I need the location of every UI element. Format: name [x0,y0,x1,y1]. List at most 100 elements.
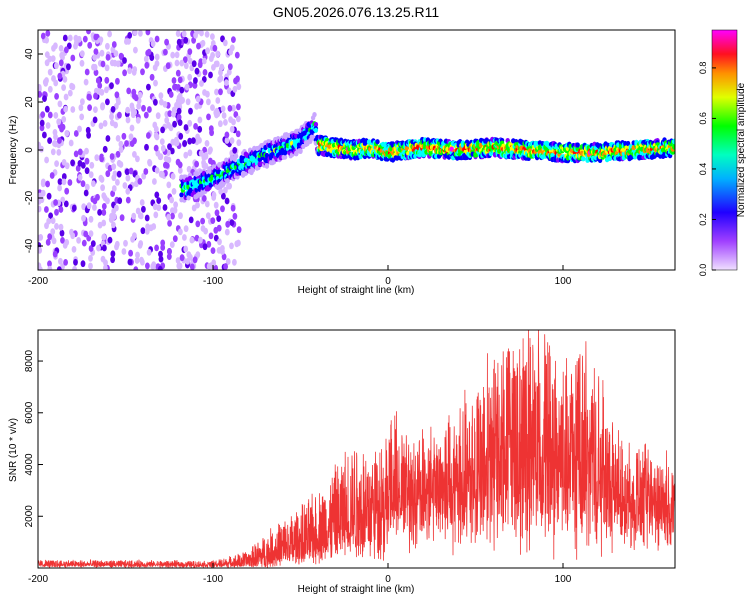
spectrogram-cell [93,33,99,41]
spectrogram-cell [194,103,200,110]
spectrogram-cell [80,98,85,106]
spectrogram-cell [111,163,117,171]
spectrogram-cell [44,222,49,230]
spectrogram-cell [63,93,69,101]
spectrogram-cell [130,235,136,243]
spectrogram-cell [98,122,104,130]
spectrogram-cell [38,246,43,254]
spectrogram-cell [114,240,120,248]
spectrogram-cell [160,239,166,247]
spectrogram-cell [153,132,159,140]
spectrogram-cell [89,161,95,169]
spectrogram-cell [86,202,92,210]
spectrogram-cell [154,191,160,199]
spectrogram-cell [214,209,220,217]
spectrogram-cell [67,179,73,186]
spectrogram-cell [57,100,63,108]
spectrogram-cell [149,54,155,61]
spectrogram-cell [83,189,89,197]
spectrogram-cell [221,253,227,261]
spectrogram-cell [58,223,64,231]
spectrogram-cell [206,98,211,106]
spectrogram-cell [200,39,206,47]
spectrogram-cell [225,258,231,265]
spectrogram-cell [227,105,233,112]
spectrogram-cell [88,262,93,270]
spectrogram-cell [294,151,299,157]
spectrogram-cell [118,52,124,60]
spectrogram-cell [96,244,101,252]
spectrogram-cell [44,77,49,84]
spectrogram-cell [191,36,197,44]
spectrogram-cell [236,103,241,111]
spectrogram-cell [45,180,50,188]
spectrogram-cell [81,203,87,211]
spectrogram-cell [70,232,76,240]
spectrogram-cell [203,227,209,235]
spectrogram-cell [236,139,242,147]
spectrogram-marks [38,30,675,270]
spectrogram-cell [122,69,127,77]
spectrogram-cell [187,73,193,81]
spectrogram-cell [169,147,175,155]
spectrogram-cell [214,107,220,115]
snr-xtick-label: 100 [555,574,572,585]
colorbar-label: Normalized spectral amplitude [736,82,747,217]
spectrogram-cell [178,132,184,140]
spectrogram-cell [225,178,230,184]
snr-ylabel: SNR (10 * v/v) [8,418,19,482]
spectrogram-cell [52,140,57,147]
spectrogram-cell [70,54,76,62]
spectrogram-cell [54,62,59,70]
spectrogram-cell [77,174,83,181]
spectrogram-cell [200,217,206,225]
spectrogram-cell [224,137,230,144]
snr-y-axis: 2000 4000 6000 8000 [24,349,43,527]
spectrogram-cell [88,171,94,179]
spectrogram-xtick-label: 0 [385,276,391,287]
spectrogram-cell [133,266,139,270]
snr-xtick-label: 0 [385,574,391,585]
spectrogram-cell [87,94,92,101]
spectrogram-cell [83,78,89,86]
spectrogram-cell [50,55,56,62]
snr-ytick-label: 2000 [24,505,35,528]
spectrogram-cell [232,212,238,220]
snr-xtick-label: -100 [203,574,223,585]
spectrogram-cell [61,173,67,180]
spectrogram-cell [88,215,94,223]
spectrogram-cell [57,178,63,186]
spectrogram-cell [215,50,221,58]
spectrogram-cell [135,116,141,124]
spectrogram-cell [168,91,174,98]
spectrogram-cell [72,265,77,270]
spectrogram-cell [76,237,81,244]
spectrogram-cell [39,145,44,153]
spectrogram-cell [205,47,211,55]
snr-ytick-label: 6000 [24,401,35,424]
spectrogram-ytick-label: -20 [24,190,35,205]
spectrogram-cell [38,262,42,270]
spectrogram-cell [101,192,107,200]
spectrogram-cell [184,83,190,91]
spectrogram-cell [45,122,51,129]
spectrogram-cell [232,85,238,93]
spectrogram-cell [40,111,46,118]
snr-xlabel: Height of straight line (km) [298,584,415,595]
spectrogram-cell [170,212,175,220]
spectrogram-cell [185,98,191,106]
spectrogram-cell [100,60,106,68]
spectrogram-cell [218,188,224,195]
spectrogram-cell [154,244,160,252]
spectrogram-cell [39,124,45,132]
spectrogram-cell [88,245,94,252]
spectrogram-cell [91,180,96,188]
spectrogram-cell [211,194,217,201]
spectrogram-cell [54,160,59,168]
spectrogram-cell [152,178,157,185]
spectrogram-cell [227,63,233,71]
spectrogram-cell [97,221,103,229]
spectrogram-cell [82,35,88,43]
spectrogram-cell [133,46,138,54]
spectrogram-cell [170,173,176,180]
